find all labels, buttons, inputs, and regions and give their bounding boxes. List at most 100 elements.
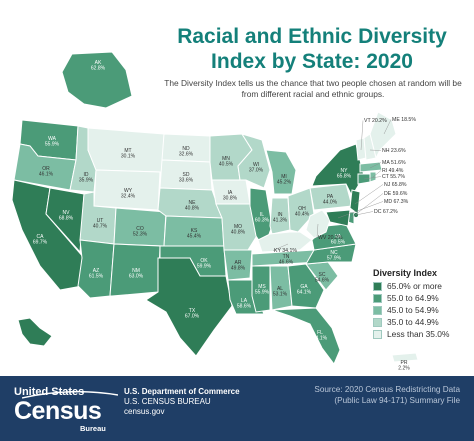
state-value-mn: 40.5% <box>219 162 234 168</box>
state-abbr-tn: TN <box>283 254 290 260</box>
state-abbr-wi: WI <box>253 162 259 168</box>
state-value-il: 60.3% <box>255 218 270 224</box>
legend-swatch <box>373 281 382 291</box>
state-mi <box>265 149 297 195</box>
leader-line <box>369 149 382 151</box>
state-ga <box>287 263 325 309</box>
state-abbr-mi: MI <box>281 174 287 180</box>
state-label-me: ME 18.5% <box>392 117 416 123</box>
leader-line <box>272 243 289 251</box>
state-abbr-tx: TX <box>189 308 196 314</box>
leader-line <box>360 120 364 151</box>
state-abbr-mn: MN <box>222 156 230 162</box>
state-tx <box>145 257 233 357</box>
leader-line <box>355 211 374 216</box>
state-abbr-ca: CA <box>37 234 45 240</box>
state-abbr-ut: UT <box>97 218 104 224</box>
state-label-ct: CT 55.7% <box>382 174 405 180</box>
state-abbr-ms: MS <box>258 284 266 290</box>
legend-item: 55.0 to 64.9% <box>373 292 473 304</box>
leader-line <box>363 176 382 180</box>
state-value-ok: 59.9% <box>197 264 212 270</box>
leader-line <box>369 162 382 169</box>
state-abbr-mt: MT <box>124 148 131 154</box>
state-abbr-sd: SD <box>183 172 190 178</box>
map-title: Racial and Ethnic Diversity Index by Sta… <box>177 25 447 73</box>
state-value-id: 35.9% <box>79 178 94 184</box>
state-label-vt: VT 20.2% <box>364 118 387 124</box>
state-hi <box>17 317 53 347</box>
legend-label: 65.0% or more <box>387 281 442 291</box>
state-abbr-ok: OK <box>200 258 208 264</box>
state-pr <box>391 352 419 363</box>
source-line-1: Source: 2020 Census Redistricting Data <box>314 385 460 394</box>
state-value-tn: 46.6% <box>279 260 294 266</box>
state-value-nm: 63.0% <box>129 274 144 280</box>
state-label-nh: NH 23.6% <box>382 148 406 154</box>
state-label-de: DE 59.6% <box>384 191 408 197</box>
census-link[interactable]: census.gov <box>124 407 165 416</box>
state-value-mt: 30.1% <box>121 154 136 160</box>
state-value-ne: 40.8% <box>185 206 200 212</box>
logo-bureau: Bureau <box>80 424 106 433</box>
state-abbr-hi: HI <box>34 346 39 352</box>
map-subtitle: The Diversity Index tells us the chance … <box>164 78 462 99</box>
state-ak <box>61 51 133 109</box>
legend-item: 65.0% or more <box>373 280 473 292</box>
state-abbr-wa: WA <box>48 136 57 142</box>
state-abbr-in: IN <box>278 212 283 218</box>
state-value-tx: 67.0% <box>185 314 200 320</box>
department-block: U.S. Department of Commerce U.S. CENSUS … <box>124 387 240 417</box>
legend-label: 55.0 to 64.9% <box>387 293 439 303</box>
state-value-va: 60.5% <box>331 240 346 246</box>
state-value-hi: 76.0% <box>29 352 44 358</box>
legend-swatch <box>373 305 382 315</box>
state-value-nd: 32.6% <box>179 152 194 158</box>
state-abbr-pr: PR <box>401 360 408 366</box>
legend-swatch <box>373 329 382 339</box>
state-value-fl: 64.1% <box>313 336 328 342</box>
state-nm <box>109 243 161 297</box>
legend-swatch <box>373 293 382 303</box>
state-value-ak: 62.8% <box>91 66 106 72</box>
state-abbr-wy: WY <box>124 188 133 194</box>
state-nv <box>45 187 85 254</box>
state-value-wa: 55.9% <box>45 142 60 148</box>
state-value-mi: 45.2% <box>277 180 292 186</box>
dept-census-bureau: U.S. CENSUS BUREAU <box>124 397 211 406</box>
leader-line <box>316 223 319 238</box>
state-value-az: 61.5% <box>89 274 104 280</box>
legend-item: 35.0 to 44.9% <box>373 316 473 328</box>
legend-item: Less than 35.0% <box>373 328 473 340</box>
state-ar <box>223 249 253 281</box>
state-abbr-ny: NY <box>341 168 349 174</box>
us-diversity-map: AK62.8%WA55.9%OR46.1%CA69.7%NV68.8%ID35.… <box>11 51 419 372</box>
state-abbr-ne: NE <box>189 200 197 206</box>
state-value-co: 52.3% <box>133 232 148 238</box>
state-abbr-nd: ND <box>182 146 190 152</box>
census-bureau-logo[interactable]: United States Census Bureau <box>14 384 118 434</box>
logo-swoosh-icon <box>22 391 118 399</box>
state-ms <box>251 265 271 313</box>
state-nh <box>363 133 377 161</box>
state-label-wv: WV 20.2% <box>318 235 343 241</box>
legend-swatch <box>373 317 382 327</box>
state-label-md: MD 67.3% <box>384 199 409 205</box>
state-value-in: 41.3% <box>273 218 288 224</box>
state-abbr-co: CO <box>136 226 144 232</box>
state-abbr-mo: MO <box>234 224 242 230</box>
leader-line <box>350 193 384 219</box>
state-fl <box>271 307 341 365</box>
state-abbr-id: ID <box>84 172 89 178</box>
state-label-ma: MA 51.6% <box>382 160 406 166</box>
state-value-ms: 55.9% <box>255 290 270 296</box>
state-label-dc: DC 67.2% <box>374 209 398 215</box>
source-note: Source: 2020 Census Redistricting Data (… <box>280 385 460 406</box>
state-abbr-il: IL <box>260 212 264 218</box>
logo-census: Census <box>14 397 102 425</box>
state-value-ga: 64.1% <box>297 290 312 296</box>
state-value-ar: 49.8% <box>231 266 246 272</box>
legend-label: 45.0 to 54.9% <box>387 305 439 315</box>
state-value-ut: 40.7% <box>93 224 108 230</box>
state-value-ia: 30.8% <box>223 196 238 202</box>
